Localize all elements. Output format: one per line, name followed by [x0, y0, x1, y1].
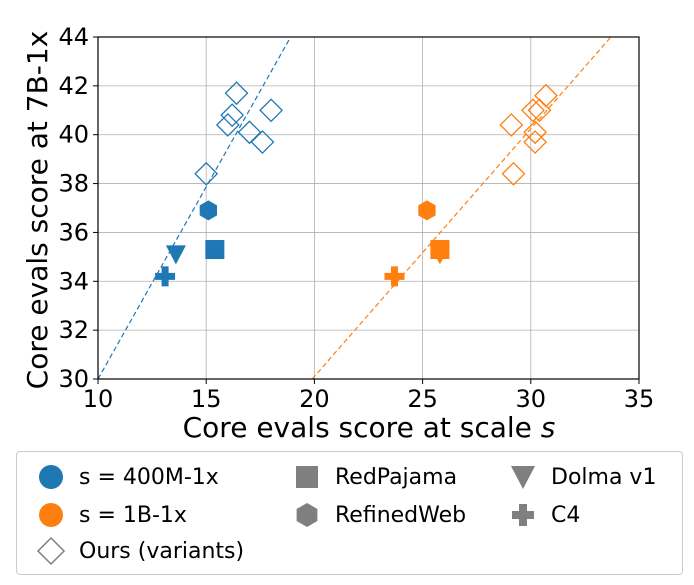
hexagon-icon: [296, 503, 318, 527]
triangle-down-icon: [511, 466, 535, 489]
grid-lines: [97, 36, 640, 380]
square-icon: [296, 466, 318, 488]
hexagon-marker: [418, 200, 436, 221]
legend-label: RedPajama: [335, 464, 458, 490]
square-marker: [205, 240, 225, 260]
y-tick-label: 40: [58, 121, 89, 149]
fit-line: [97, 36, 292, 380]
legend-label: Ours (variants): [79, 538, 245, 564]
open-diamond-marker: [534, 83, 558, 108]
open-diamond-marker: [523, 120, 548, 145]
blue-circle-icon: [39, 465, 63, 489]
hexagon-marker: [199, 200, 217, 221]
open-diamond-icon: [36, 536, 66, 566]
open-diamond-marker: [237, 120, 262, 145]
open-diamond-marker: [224, 81, 249, 106]
legend-item-dolma: Dolma v1: [503, 462, 656, 492]
open-diamond-marker: [259, 98, 284, 123]
open-diamond-marker: [501, 161, 526, 186]
x-tick-label: 20: [299, 385, 330, 413]
x-tick-label: 15: [191, 385, 222, 413]
legend-item-redpajama: RedPajama: [287, 462, 457, 492]
y-tick-label: 34: [58, 267, 89, 295]
legend-item-400m: s = 400M-1x: [31, 462, 219, 492]
y-tick-label: 38: [58, 170, 89, 198]
legend-item-refinedweb: RefinedWeb: [287, 500, 466, 530]
plus-icon: [512, 504, 534, 526]
y-tick-label: 36: [58, 218, 89, 246]
plot-frame: [97, 36, 640, 380]
x-tick-label: 30: [516, 385, 547, 413]
open-diamond-marker: [194, 161, 219, 186]
legend-item-ours: Ours (variants): [31, 536, 244, 566]
open-diamond-marker: [523, 130, 548, 154]
plus-marker: [384, 266, 405, 287]
legend: s = 400M-1x s = 1B-1x Ours (variants) Re…: [16, 451, 683, 575]
open-diamond-marker: [250, 130, 275, 154]
x-axis-ticks: 10 15 20 25 30 35: [83, 379, 655, 413]
y-axis-label: Core evals score at 7B-1x: [21, 31, 54, 390]
y-tick-label: 44: [58, 23, 89, 51]
y-tick-label: 42: [58, 72, 89, 100]
legend-item-c4: C4: [503, 500, 580, 530]
data-points: [155, 81, 558, 287]
open-diamond-marker: [220, 103, 245, 128]
legend-label: C4: [551, 502, 581, 528]
x-tick-label: 25: [407, 385, 438, 413]
open-diamond-marker: [215, 113, 240, 137]
y-tick-label: 32: [58, 316, 89, 344]
scatter-chart: 10 15 20 25 30 35 30 32 34 36 38 40 42 44 Core evals…: [21, 23, 655, 444]
x-tick-label: 35: [624, 385, 655, 413]
y-tick-label: 30: [58, 365, 89, 393]
y-axis-ticks: 30 32 34 36 38 40 42 44: [58, 23, 98, 393]
legend-item-1b: s = 1B-1x: [31, 500, 187, 530]
open-diamond-marker: [521, 98, 545, 123]
fit-line: [311, 36, 612, 380]
triangle-down-marker: [165, 245, 186, 265]
triangle-down-marker: [429, 245, 450, 265]
x-axis-label: Core evals score at scale s: [183, 411, 556, 444]
open-diamond-marker: [499, 113, 524, 137]
fit-lines: [97, 36, 612, 380]
orange-circle-icon: [39, 503, 63, 527]
legend-label: s = 400M-1x: [79, 464, 219, 490]
x-tick-label: 10: [83, 385, 114, 413]
legend-label: Dolma v1: [551, 464, 657, 490]
legend-label: s = 1B-1x: [79, 502, 187, 528]
legend-label: RefinedWeb: [335, 502, 467, 528]
plus-marker: [155, 266, 176, 287]
